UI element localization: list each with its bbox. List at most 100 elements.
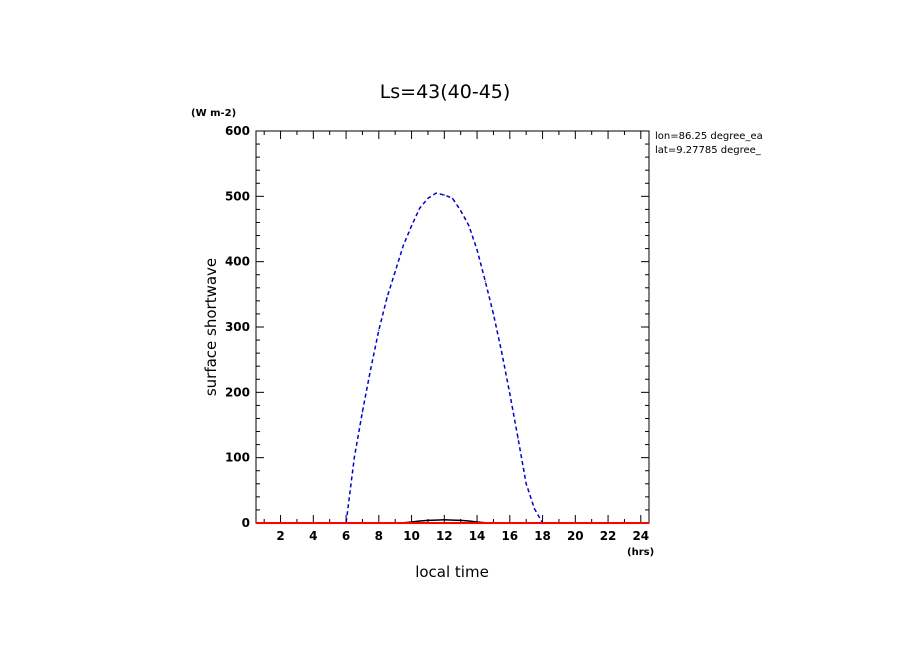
data-point — [337, 522, 339, 524]
data-point — [279, 522, 282, 524]
x-tick-label: 10 — [403, 529, 420, 543]
plot-frame — [255, 130, 650, 524]
data-point — [402, 244, 404, 246]
data-point — [476, 249, 478, 251]
data-point — [533, 522, 535, 524]
data-point — [435, 519, 437, 521]
data-point — [468, 225, 470, 227]
data-point — [345, 522, 347, 524]
data-point — [574, 522, 576, 524]
data-point — [501, 351, 503, 353]
data-point — [394, 270, 396, 273]
data-point — [394, 522, 396, 524]
data-point — [566, 522, 568, 524]
x-unit-label: (hrs) — [627, 547, 654, 558]
annotation-lat: lat=9.27785 degree_ — [655, 145, 762, 156]
data-point — [353, 522, 355, 524]
data-point — [435, 522, 437, 524]
data-point — [370, 522, 372, 524]
data-point — [410, 225, 413, 227]
series-layer — [255, 192, 650, 524]
x-tick-label: 22 — [600, 529, 617, 543]
chart-title: Ls=43(40-45) — [380, 81, 511, 103]
y-tick-label: 500 — [225, 189, 250, 203]
data-point — [361, 411, 364, 413]
data-point — [492, 522, 495, 524]
data-point — [443, 519, 445, 521]
data-point — [509, 522, 511, 524]
data-point — [386, 522, 388, 524]
data-point — [419, 520, 421, 522]
data-point — [427, 519, 429, 521]
data-point — [591, 522, 593, 524]
data-point — [484, 522, 486, 524]
y-axis-label: surface shortwave — [202, 258, 220, 396]
x-tick-label: 12 — [436, 529, 453, 543]
data-point — [410, 522, 413, 524]
data-point — [541, 522, 544, 524]
data-point — [451, 522, 454, 524]
data-point — [312, 522, 314, 524]
data-point — [460, 210, 462, 212]
series-line-0 — [256, 192, 649, 524]
data-point — [460, 522, 462, 524]
data-point — [443, 194, 445, 196]
data-point — [501, 522, 503, 524]
data-point — [460, 519, 462, 521]
data-point — [517, 437, 519, 439]
data-point — [492, 313, 495, 315]
data-point — [533, 508, 535, 510]
data-point — [476, 522, 478, 524]
data-point — [402, 522, 404, 524]
data-point — [607, 522, 609, 524]
data-point — [623, 522, 626, 524]
data-point — [509, 393, 511, 395]
data-point — [353, 457, 355, 459]
x-tick-label: 4 — [309, 529, 317, 543]
x-axis-label: local time — [415, 563, 489, 581]
y-tick-label: 100 — [225, 451, 250, 465]
data-point — [648, 522, 650, 524]
data-point — [550, 522, 552, 524]
y-tick-label: 200 — [225, 385, 250, 399]
data-point — [427, 522, 429, 524]
y-tick-label: 600 — [225, 124, 250, 138]
x-tick-label: 20 — [567, 529, 584, 543]
data-point — [558, 522, 560, 524]
data-point — [296, 522, 298, 524]
data-point — [419, 522, 421, 524]
x-tick-label: 18 — [534, 529, 551, 543]
data-point — [255, 522, 257, 524]
y-tick-label: 400 — [225, 255, 250, 269]
data-point — [386, 297, 388, 299]
data-point — [329, 522, 331, 524]
x-tick-label: 14 — [469, 529, 486, 543]
x-tick-label: 8 — [375, 529, 383, 543]
data-point — [525, 483, 527, 485]
data-point — [468, 520, 470, 522]
data-point — [484, 280, 486, 282]
data-point — [451, 197, 454, 199]
data-point — [468, 522, 470, 524]
data-point — [263, 522, 265, 524]
annotation-lon: lon=86.25 degree_ea — [655, 131, 763, 142]
data-point — [435, 192, 437, 194]
data-point — [525, 522, 527, 524]
data-point — [517, 522, 519, 524]
x-tick-label: 6 — [342, 529, 350, 543]
data-point — [370, 368, 372, 371]
x-tick-label: 16 — [501, 529, 518, 543]
data-point — [443, 522, 445, 524]
y-unit-label: (W m-2) — [191, 108, 236, 119]
data-point — [427, 197, 429, 199]
data-point — [640, 522, 642, 524]
data-point — [361, 522, 364, 524]
data-point — [419, 207, 421, 209]
data-point — [378, 329, 380, 331]
y-tick-label: 300 — [225, 320, 250, 334]
x-tick-label: 24 — [632, 529, 649, 543]
x-tick-label: 2 — [276, 529, 284, 543]
y-tick-label: 0 — [242, 516, 250, 530]
